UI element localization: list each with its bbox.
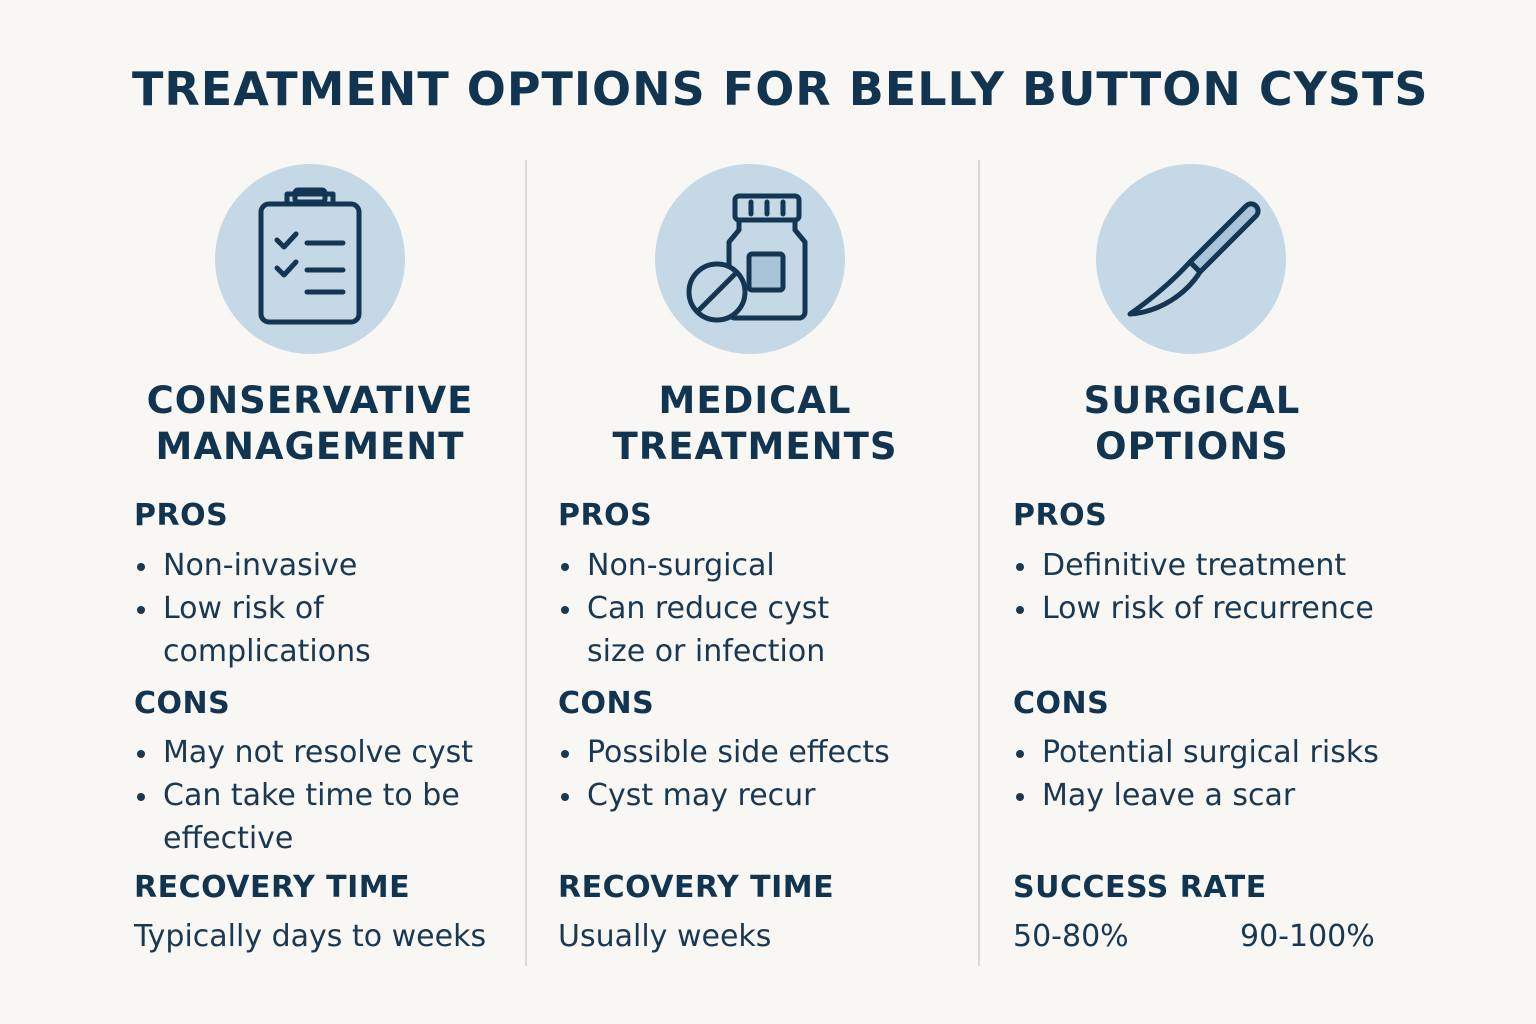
recovery-time-heading: RECOVERY TIME (558, 870, 835, 905)
pros-list: Definitive treatment Low risk of recurre… (1012, 544, 1412, 630)
list-item: May not resolve cyst (133, 731, 478, 774)
recovery-time-heading: RECOVERY TIME (134, 870, 411, 905)
scalpel-icon (1096, 164, 1286, 354)
cons-list: May not resolve cyst Can take time to be… (133, 731, 478, 860)
column-title: CONSERVATIVE MANAGEMENT (146, 379, 474, 468)
column-title: MEDICAL TREATMENTS (612, 379, 898, 468)
cons-list: Possible side effects Cyst may recur (557, 731, 917, 817)
column-title: SURGICAL OPTIONS (1083, 379, 1301, 468)
cons-list: Potential surgical risks May leave a sca… (1012, 731, 1432, 817)
cons-heading: CONS (134, 686, 231, 721)
list-item: Low risk of recurrence (1012, 587, 1412, 630)
recovery-time-value: Typically days to weeks (134, 919, 487, 954)
column-divider (525, 160, 527, 966)
pros-heading: PROS (134, 498, 229, 533)
list-item: Can take time to be effective (133, 774, 473, 860)
column-divider (978, 160, 980, 966)
list-item: Non-surgical (557, 544, 877, 587)
list-item: Non-invasive (133, 544, 463, 587)
list-item: May leave a scar (1012, 774, 1432, 817)
success-rate-value-low: 50-80% (1013, 919, 1129, 954)
cons-heading: CONS (558, 686, 655, 721)
page-title: TREATMENT OPTIONS FOR BELLY BUTTON CYSTS (132, 62, 1429, 116)
medicine-bottle-pill-icon (655, 164, 845, 354)
pros-heading: PROS (1013, 498, 1108, 533)
pros-heading: PROS (558, 498, 653, 533)
list-item: Low risk of complications (133, 587, 393, 673)
list-item: Potential surgical risks (1012, 731, 1432, 774)
list-item: Definitive treatment (1012, 544, 1412, 587)
recovery-time-value: Usually weeks (558, 919, 772, 954)
list-item: Possible side effects (557, 731, 917, 774)
pros-list: Non-invasive Low risk of complications (133, 544, 463, 673)
cons-heading: CONS (1013, 686, 1110, 721)
pros-list: Non-surgical Can reduce cyst size or inf… (557, 544, 877, 673)
success-rate-heading: SUCCESS RATE (1013, 870, 1267, 905)
success-rate-value-high: 90-100% (1240, 919, 1375, 954)
list-item: Can reduce cyst size or infection (557, 587, 867, 673)
list-item: Cyst may recur (557, 774, 917, 817)
clipboard-checklist-icon (215, 164, 405, 354)
